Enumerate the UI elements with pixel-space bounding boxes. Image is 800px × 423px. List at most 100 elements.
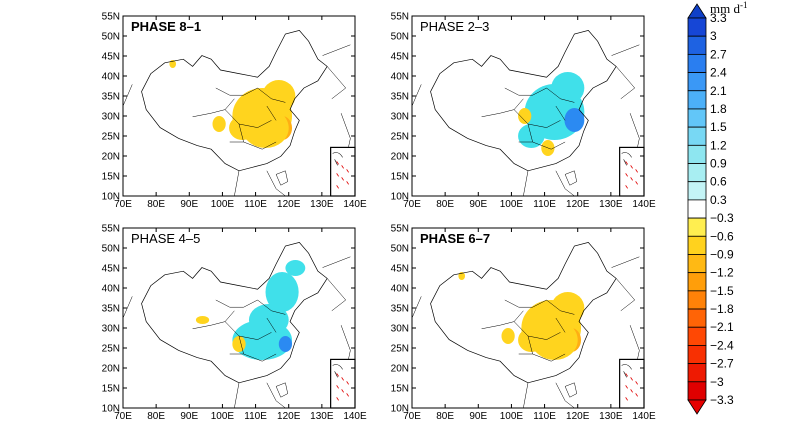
south-china-sea-inset bbox=[619, 146, 645, 197]
lon-tick-label: 100E bbox=[500, 411, 524, 422]
colorbar-tick-label: −2.7 bbox=[710, 357, 734, 371]
lon-tick-label: 110E bbox=[533, 411, 556, 422]
lon-tick-label: 70E bbox=[403, 411, 421, 422]
colorbar-box bbox=[687, 72, 707, 92]
colorbar-tick-label: −0.6 bbox=[710, 229, 734, 243]
colorbar-unit-exponent: -1 bbox=[740, 0, 748, 10]
colorbar-box bbox=[687, 126, 707, 146]
lon-tick-label: 80E bbox=[147, 411, 165, 422]
lon-tick-label: 100E bbox=[211, 411, 235, 422]
map-panel: 70E 80E 90E 100E 110E 120E 130E 140E 10N 15N 20N 25… bbox=[391, 12, 656, 211]
colorbar-tick-label: −3 bbox=[710, 375, 724, 389]
lat-tick-label: 10N bbox=[102, 404, 120, 415]
colorbar: 3.3 3 2.7 2.4 2.1 1.8 1.5 1.2 0.9 0.6 0.3 −0.3 −0.6 −… bbox=[687, 0, 747, 415]
lon-tick-label: 90E bbox=[469, 411, 487, 422]
lat-tick-label: 25N bbox=[102, 344, 120, 355]
anomaly-shading bbox=[458, 272, 585, 360]
south-china-sea-inset bbox=[619, 358, 645, 409]
anomaly-patch bbox=[195, 316, 210, 324]
colorbar-box bbox=[687, 326, 707, 346]
lon-tick-label: 90E bbox=[180, 199, 198, 210]
colorbar-box bbox=[687, 290, 707, 310]
lat-tick-label: 30N bbox=[102, 324, 120, 335]
panels-layer: 70E 80E 90E 100E 110E 120E 130E 140E 10N 15N 20N 25… bbox=[102, 12, 656, 423]
lat-tick-label: 45N bbox=[102, 264, 120, 275]
lat-tick-label: 10N bbox=[391, 192, 409, 203]
colorbar-tick-label: 2.7 bbox=[710, 47, 727, 61]
colorbar-tick-label: 0.6 bbox=[710, 175, 727, 189]
colorbar-box bbox=[687, 217, 707, 237]
lat-tick-label: 25N bbox=[102, 132, 120, 143]
anomaly-patch bbox=[564, 108, 585, 132]
lon-tick-label: 120E bbox=[566, 411, 590, 422]
anomaly-patch bbox=[232, 320, 293, 360]
colorbar-labels: 3.3 3 2.7 2.4 2.1 1.8 1.5 1.2 0.9 0.6 0.3 −0.3 −0.6 −… bbox=[710, 11, 734, 407]
lon-tick-label: 140E bbox=[343, 411, 367, 422]
lon-tick-label: 70E bbox=[114, 199, 132, 210]
colorbar-box bbox=[687, 363, 707, 383]
panel-frame bbox=[411, 227, 645, 409]
lon-tick-label: 140E bbox=[343, 199, 367, 210]
lat-tick-label: 20N bbox=[102, 364, 120, 375]
lon-tick-label: 120E bbox=[277, 199, 301, 210]
colorbar-tick-label: −2.1 bbox=[710, 320, 734, 334]
anomaly-shading bbox=[195, 260, 306, 360]
lat-tick-label: 20N bbox=[102, 152, 120, 163]
colorbar-bottom-arrow bbox=[687, 399, 707, 415]
colorbar-boxes bbox=[687, 3, 707, 415]
lat-tick-label: 50N bbox=[102, 32, 120, 43]
colorbar-box bbox=[687, 308, 707, 328]
lat-tick-label: 55N bbox=[102, 224, 120, 235]
lon-tick-label: 90E bbox=[469, 199, 487, 210]
lon-tick-label: 120E bbox=[566, 199, 590, 210]
colorbar-unit-label: mm d-1 bbox=[710, 0, 747, 16]
lat-tick-label: 15N bbox=[391, 172, 409, 183]
lon-tick-label: 110E bbox=[533, 199, 556, 210]
lon-tick-label: 140E bbox=[632, 411, 656, 422]
colorbar-tick-label: −2.4 bbox=[710, 338, 734, 352]
colorbar-tick-label: 0.9 bbox=[710, 157, 727, 171]
lon-tick-label: 110E bbox=[244, 199, 267, 210]
colorbar-box bbox=[687, 199, 707, 219]
colorbar-box bbox=[687, 272, 707, 292]
colorbar-unit-base: mm d bbox=[710, 1, 740, 16]
lat-tick-label: 40N bbox=[391, 72, 409, 83]
colorbar-tick-label: 3.3 bbox=[710, 11, 727, 25]
anomaly-patch bbox=[212, 116, 226, 132]
colorbar-box bbox=[687, 144, 707, 164]
anomaly-patch bbox=[232, 336, 246, 352]
lon-tick-label: 140E bbox=[632, 199, 656, 210]
panel-frame bbox=[122, 15, 356, 197]
colorbar-box bbox=[687, 163, 707, 183]
anomaly-patch bbox=[458, 272, 466, 280]
colorbar-box bbox=[687, 53, 707, 73]
map-panel: 70E 80E 90E 100E 110E 120E 130E 140E 10N 15N 20N 25… bbox=[102, 12, 367, 211]
anomaly-patch bbox=[518, 108, 532, 124]
anomaly-shading bbox=[518, 72, 585, 156]
lat-tick-label: 35N bbox=[391, 92, 409, 103]
lon-tick-label: 80E bbox=[436, 411, 454, 422]
panel-title: PHASE 6–7 bbox=[420, 231, 490, 246]
colorbar-box bbox=[687, 35, 707, 55]
lat-tick-label: 50N bbox=[391, 244, 409, 255]
anomaly-patch bbox=[169, 60, 177, 68]
colorbar-tick-label: 2.4 bbox=[710, 66, 727, 80]
colorbar-tick-label: 1.2 bbox=[710, 138, 727, 152]
lat-tick-label: 45N bbox=[391, 264, 409, 275]
lat-tick-label: 40N bbox=[102, 72, 120, 83]
colorbar-tick-label: 1.5 bbox=[710, 120, 727, 134]
map-panel: 70E 80E 90E 100E 110E 120E 130E 140E 10N 15N 20N 25… bbox=[102, 224, 367, 423]
map-panel: 70E 80E 90E 100E 110E 120E 130E 140E 10N 15N 20N 25… bbox=[391, 224, 656, 423]
panel-title: PHASE 2–3 bbox=[420, 19, 489, 34]
colorbar-box bbox=[687, 90, 707, 110]
lat-tick-label: 55N bbox=[102, 12, 120, 23]
anomaly-patch bbox=[551, 292, 585, 324]
lon-tick-label: 130E bbox=[599, 199, 623, 210]
lat-tick-label: 30N bbox=[391, 324, 409, 335]
panel-frame bbox=[411, 15, 645, 197]
colorbar-tick-label: 2.1 bbox=[710, 84, 727, 98]
colorbar-box bbox=[687, 254, 707, 274]
lat-tick-label: 55N bbox=[391, 12, 409, 23]
boundary-lines bbox=[123, 242, 350, 408]
